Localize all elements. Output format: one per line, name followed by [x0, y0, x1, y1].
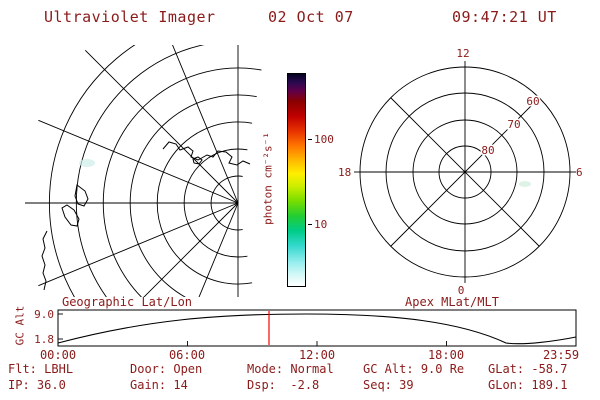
status-label: Dsp: — [247, 378, 276, 392]
status-door: Door: Open — [130, 362, 202, 376]
status-gain: Gain: 14 — [130, 378, 188, 392]
geographic-map-panel — [25, 45, 262, 297]
xtick-0600: 06:00 — [168, 348, 206, 362]
status-glat: GLat: -58.7 — [488, 362, 567, 376]
plot-frame — [57, 309, 577, 347]
colorbar — [287, 73, 306, 287]
latlon-grid-arcs — [48, 45, 262, 297]
apex-panel-label: Apex MLat/MLT — [405, 295, 499, 309]
colorbar-unit-label: photon cm⁻²s⁻¹ — [261, 132, 275, 225]
axis-ticks — [58, 313, 447, 346]
status-value: 36.0 — [36, 378, 66, 392]
status-mode: Mode: Normal — [247, 362, 334, 376]
status-label: GLon: — [488, 378, 525, 392]
colorbar-tick-100: 100 — [314, 133, 334, 146]
colorbar-tick-10: 10 — [314, 218, 328, 231]
gc-alt-plot — [57, 309, 577, 347]
status-label: Seq: — [363, 378, 392, 392]
ytick-1-8: 1.8 — [34, 333, 54, 346]
mlat-label-60: 60 — [526, 95, 539, 108]
xtick-0000: 00:00 — [39, 348, 77, 362]
mlat-label-70: 70 — [507, 118, 520, 131]
status-dsp: Dsp: -2.8 — [247, 378, 319, 392]
faint-emission-patch — [519, 181, 531, 187]
mlt-label-6: 6 — [576, 166, 583, 179]
status-label: GC Alt: — [363, 362, 414, 376]
colorbar-tick-mark — [308, 139, 312, 140]
status-glon: GLon: 189.1 — [488, 378, 567, 392]
mlt-label-18: 18 — [338, 166, 351, 179]
xtick-1200: 12:00 — [298, 348, 336, 362]
xtick-end: 23:59 — [542, 348, 580, 362]
colorbar-tick-mark — [308, 224, 312, 225]
status-flt: Flt: LBHL — [8, 362, 73, 376]
status-value: Open — [173, 362, 203, 376]
geographic-panel-label: Geographic Lat/Lon — [61, 295, 193, 309]
latlon-grid-spokes — [25, 45, 239, 297]
status-value: -2.8 — [283, 378, 320, 392]
mlt-spokes — [354, 61, 576, 283]
apex-polar-panel: 12 18 6 0 60 70 80 — [338, 47, 583, 297]
status-label: Gain: — [130, 378, 167, 392]
status-gc-alt: GC Alt: 9.0 Re — [363, 362, 464, 376]
status-value: 9.0 Re — [420, 362, 465, 376]
ytick-9: 9.0 — [34, 308, 54, 321]
status-seq: Seq: 39 — [363, 378, 414, 392]
page-title: Ultraviolet Imager — [44, 8, 216, 26]
status-ip: IP: 36.0 — [8, 378, 66, 392]
status-value: -58.7 — [531, 362, 568, 376]
status-label: Mode: — [247, 362, 284, 376]
header-time: 09:47:21 UT — [452, 8, 557, 26]
status-value: 14 — [173, 378, 188, 392]
status-label: GLat: — [488, 362, 525, 376]
gc-alt-curve — [57, 313, 577, 345]
xtick-2359: 18:00 — [427, 348, 465, 362]
header-date: 02 Oct 07 — [268, 8, 354, 26]
status-value: 39 — [399, 378, 414, 392]
mlat-label-80: 80 — [481, 144, 494, 157]
status-label: IP: — [8, 378, 30, 392]
status-label: Flt: — [8, 362, 37, 376]
gc-alt-axis-label: GC Alt — [13, 305, 27, 346]
status-label: Door: — [130, 362, 167, 376]
faint-emission-patch — [79, 159, 95, 167]
mlt-label-12: 12 — [456, 47, 469, 60]
status-value: Normal — [290, 362, 334, 376]
status-value: 189.1 — [531, 378, 568, 392]
status-value: LBHL — [44, 362, 74, 376]
coastlines — [41, 141, 251, 291]
mlt-label-0: 0 — [458, 284, 465, 297]
